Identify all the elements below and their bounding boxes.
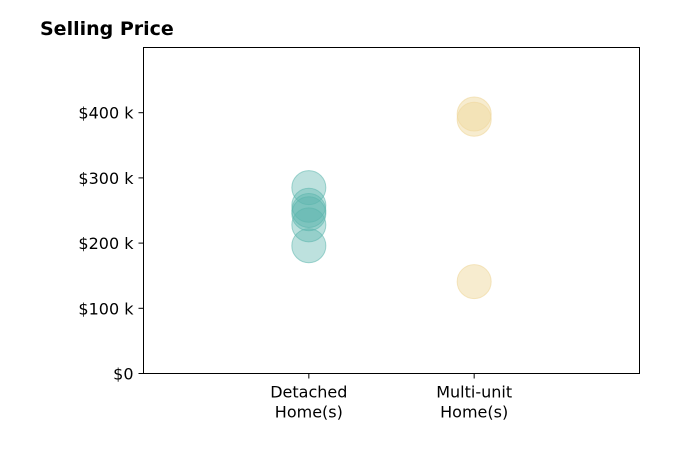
data-point-s0-p1 <box>291 187 327 223</box>
x-tick-label-line-0-1: Home(s) <box>275 403 343 422</box>
y-tick-label-0: $0 <box>113 365 133 384</box>
data-point-s0-p4 <box>291 207 327 243</box>
y-axis: $0 $100 k $200 k $300 k $400 k <box>78 104 144 384</box>
x-tick-label-0: Detached Home(s) <box>270 383 347 422</box>
data-point-s1-p2 <box>456 264 492 300</box>
data-point-s0-p3 <box>291 196 327 232</box>
chart-title: Selling Price <box>40 18 174 40</box>
data-point-s1-p1 <box>456 101 492 137</box>
x-tick-label-line-0-0: Detached <box>270 383 347 402</box>
x-tick-label-line-1-1: Home(s) <box>440 403 508 422</box>
plot-frame <box>143 47 640 374</box>
x-tick-label-line-1-0: Multi-unit <box>436 383 512 402</box>
x-axis: Detached Home(s)Multi-unit Home(s) <box>270 373 512 422</box>
y-tick-label-1: $100 k <box>78 299 134 318</box>
data-points <box>291 96 492 300</box>
data-point-s0-p5 <box>291 228 327 264</box>
y-tick-label-3: $300 k <box>78 169 134 188</box>
x-tick-label-1: Multi-unit Home(s) <box>436 383 512 422</box>
y-tick-label-4: $400 k <box>78 104 134 123</box>
y-tick-label-2: $200 k <box>78 234 134 253</box>
